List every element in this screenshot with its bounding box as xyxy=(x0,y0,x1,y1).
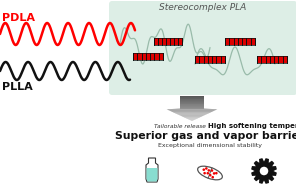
Bar xyxy=(180,106,204,107)
Ellipse shape xyxy=(198,166,222,180)
Bar xyxy=(257,56,287,63)
Circle shape xyxy=(209,174,212,177)
Polygon shape xyxy=(174,113,210,114)
Circle shape xyxy=(211,176,214,178)
Circle shape xyxy=(205,167,207,170)
Polygon shape xyxy=(179,115,205,116)
Circle shape xyxy=(202,168,205,171)
Circle shape xyxy=(207,169,210,172)
Circle shape xyxy=(207,172,209,175)
Bar xyxy=(133,53,163,60)
FancyBboxPatch shape xyxy=(109,1,296,95)
Polygon shape xyxy=(147,168,157,181)
Bar xyxy=(180,101,204,102)
Polygon shape xyxy=(181,116,203,117)
Bar xyxy=(180,107,204,108)
Bar xyxy=(257,56,287,63)
Text: PLLA: PLLA xyxy=(2,82,33,92)
Bar xyxy=(180,98,204,99)
Bar xyxy=(225,37,255,44)
Bar xyxy=(180,105,204,106)
Circle shape xyxy=(203,172,206,174)
Bar xyxy=(180,102,204,103)
Bar xyxy=(154,37,182,44)
Polygon shape xyxy=(168,110,215,111)
Bar xyxy=(180,96,204,97)
Polygon shape xyxy=(251,158,277,184)
Text: PDLA: PDLA xyxy=(2,13,35,23)
Polygon shape xyxy=(170,111,214,112)
Text: Exceptional dimensional stability: Exceptional dimensional stability xyxy=(158,143,262,147)
Polygon shape xyxy=(178,114,206,115)
Text: Superior gas and vapor barrier: Superior gas and vapor barrier xyxy=(115,131,296,141)
Text: Stereocomplex PLA: Stereocomplex PLA xyxy=(159,2,247,12)
Bar xyxy=(133,53,163,60)
Bar xyxy=(180,99,204,100)
Bar xyxy=(180,104,204,105)
Polygon shape xyxy=(185,118,199,119)
Polygon shape xyxy=(190,120,194,121)
Bar xyxy=(180,100,204,101)
Polygon shape xyxy=(172,112,212,113)
Bar xyxy=(195,56,225,63)
Bar xyxy=(225,37,255,44)
Polygon shape xyxy=(183,117,201,118)
Circle shape xyxy=(211,169,213,172)
Polygon shape xyxy=(167,108,217,109)
Bar xyxy=(154,37,182,44)
Circle shape xyxy=(260,167,268,175)
Circle shape xyxy=(215,172,218,174)
Polygon shape xyxy=(167,109,217,110)
Polygon shape xyxy=(146,158,158,182)
Polygon shape xyxy=(188,119,196,120)
Text: Tailorable release: Tailorable release xyxy=(154,123,206,129)
Bar xyxy=(180,97,204,98)
Text: High softening temperature: High softening temperature xyxy=(208,123,296,129)
Bar xyxy=(180,103,204,104)
Circle shape xyxy=(213,172,215,175)
Bar xyxy=(195,56,225,63)
